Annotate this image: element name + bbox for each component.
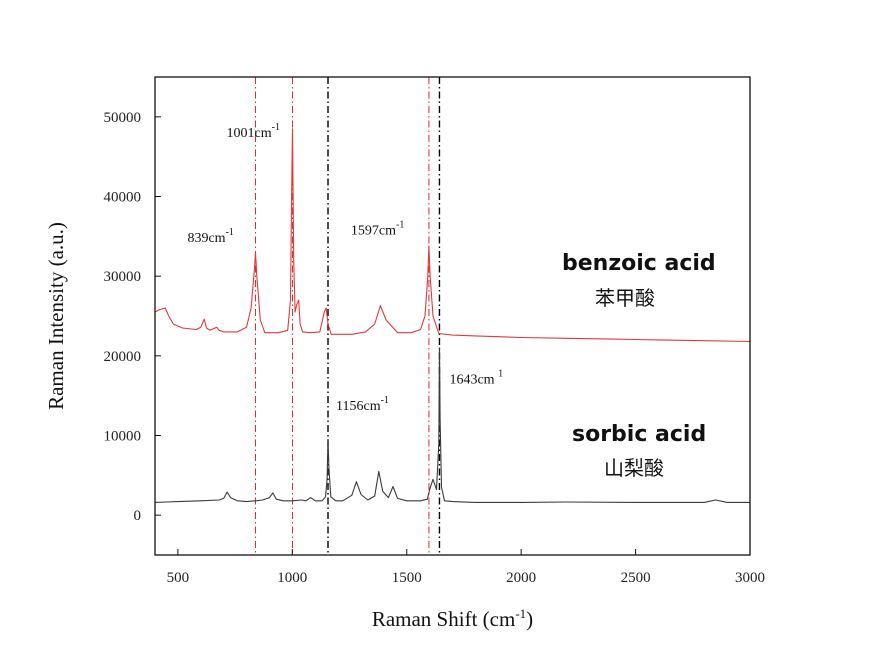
x-axis-title: Raman Shift (cm-1) bbox=[372, 606, 533, 631]
peak-label-1156: 1156cm-1 bbox=[336, 395, 389, 414]
y-tick-label-0: 0 bbox=[134, 508, 142, 524]
y-tick-label-20000: 20000 bbox=[104, 349, 142, 365]
peak-label-1001: 1001cm-1 bbox=[227, 122, 280, 141]
series-label-sorbic-zh: 山梨酸 bbox=[604, 456, 664, 480]
reference-lines bbox=[254, 77, 441, 555]
peak-label-839: 839cm-1 bbox=[187, 227, 233, 246]
peak-annotations: 1001cm-1 839cm-1 1597cm-1 1156cm-1 1643cm 1 bbox=[187, 122, 503, 414]
x-tick-label-1000: 1000 bbox=[277, 570, 307, 586]
x-tick-label-2500: 2500 bbox=[621, 570, 651, 586]
y-tick-label-40000: 40000 bbox=[104, 190, 142, 206]
y-tick-label-10000: 10000 bbox=[104, 429, 142, 445]
x-axis: 500 1000 1500 2000 2500 3000 bbox=[167, 549, 765, 586]
y-tick-label-50000: 50000 bbox=[104, 110, 142, 126]
series-label-benzoic-zh: 苯甲酸 bbox=[595, 286, 655, 310]
x-tick-label-2000: 2000 bbox=[506, 570, 536, 586]
plot-frame bbox=[154, 76, 751, 556]
x-tick-label-1500: 1500 bbox=[392, 570, 422, 586]
y-tick-label-30000: 30000 bbox=[104, 269, 142, 285]
peak-label-1643: 1643cm 1 bbox=[449, 369, 503, 388]
x-tick-label-500: 500 bbox=[167, 570, 190, 586]
peak-label-1597: 1597cm-1 bbox=[351, 220, 404, 239]
series-label-sorbic: sorbic acid bbox=[572, 422, 706, 447]
y-axis: 0 10000 20000 30000 40000 50000 bbox=[104, 110, 161, 524]
y-axis-title: Raman Intensity (a.u.) bbox=[44, 222, 68, 410]
x-tick-label-3000: 3000 bbox=[735, 570, 765, 586]
series-line-benzoic bbox=[154, 128, 751, 343]
series-layer bbox=[154, 128, 751, 503]
series-line-sorbic bbox=[154, 347, 750, 503]
series-label-benzoic: benzoic acid bbox=[562, 251, 716, 276]
